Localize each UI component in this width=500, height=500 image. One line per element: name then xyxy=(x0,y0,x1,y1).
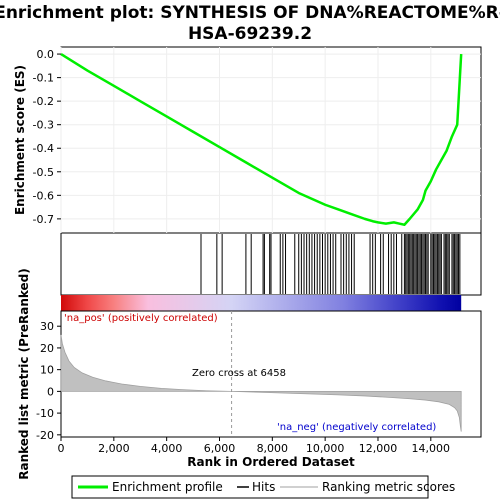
legend-label-hits: Hits xyxy=(252,480,275,494)
enrichment-profile-line xyxy=(60,53,463,227)
metric-y-tick-label: 20 xyxy=(40,342,54,355)
color-bar-fill xyxy=(61,295,462,311)
neg-correlated-label: 'na_neg' (negatively correlated) xyxy=(277,422,436,433)
hit-markers xyxy=(200,234,461,294)
es-y-tick-label: -0.2 xyxy=(33,95,54,108)
metric-y-tick-label: 10 xyxy=(40,364,54,377)
es-panel xyxy=(60,46,482,234)
rank-color-bar xyxy=(61,295,462,311)
x-tick-label: 12,000 xyxy=(359,442,398,455)
x-tick-label: 2,000 xyxy=(98,442,130,455)
legend-label-enrichment: Enrichment profile xyxy=(112,480,223,494)
x-axis-ticks: 0 2,000 4,000 6,000 8,000 10,000 12,000 14,000 xyxy=(58,437,451,455)
ranking-metric-fill xyxy=(60,334,462,432)
legend: Enrichment profile Hits Ranking metric s… xyxy=(71,475,455,499)
legend-box xyxy=(71,475,429,499)
metric-y-tick-label: 0 xyxy=(47,385,54,398)
es-y-ticks: 0.0 -0.1 -0.2 -0.3 -0.4 -0.5 -0.6 -0.7 xyxy=(33,48,61,226)
es-y-tick-label: -0.3 xyxy=(33,119,54,132)
es-y-axis-title: Enrichment score (ES) xyxy=(13,65,27,215)
es-y-tick-label: -0.7 xyxy=(33,213,54,226)
x-tick-label: 10,000 xyxy=(306,442,345,455)
pos-correlated-label: 'na_pos' (positively correlated) xyxy=(64,313,218,324)
x-tick-label: 6,000 xyxy=(204,442,236,455)
es-y-tick-label: 0.0 xyxy=(37,48,55,61)
es-y-tick-label: -0.5 xyxy=(33,166,54,179)
metric-y-tick-label: -20 xyxy=(36,429,54,442)
es-y-tick-label: -0.1 xyxy=(33,72,54,85)
x-tick-label: 14,000 xyxy=(412,442,451,455)
metric-y-ticks: 30 20 10 0 -10 -20 xyxy=(36,320,61,442)
ranking-metric-area xyxy=(60,311,462,437)
es-y-tick-label: -0.6 xyxy=(33,189,54,202)
es-panel-gridlines xyxy=(60,47,481,233)
metric-y-axis-title: Ranked list metric (PreRanked) xyxy=(17,268,31,480)
chart-title-line2: HSA-69239.2 xyxy=(188,24,312,44)
chart-title-line1: Enrichment plot: SYNTHESIS OF DNA%REACTO… xyxy=(0,3,500,23)
metric-panel xyxy=(60,310,482,438)
x-tick-label: 0 xyxy=(58,442,65,455)
x-axis-title: Rank in Ordered Dataset xyxy=(187,455,355,469)
metric-y-tick-label: 30 xyxy=(40,320,54,333)
es-y-tick-label: -0.4 xyxy=(33,142,54,155)
enrichment-profile-series xyxy=(60,53,463,227)
zero-cross-label: Zero cross at 6458 xyxy=(192,368,286,379)
x-tick-label: 8,000 xyxy=(257,442,289,455)
legend-label-metric: Ranking metric scores xyxy=(322,480,455,494)
x-tick-label: 4,000 xyxy=(151,442,183,455)
metric-y-tick-label: -10 xyxy=(36,407,54,420)
